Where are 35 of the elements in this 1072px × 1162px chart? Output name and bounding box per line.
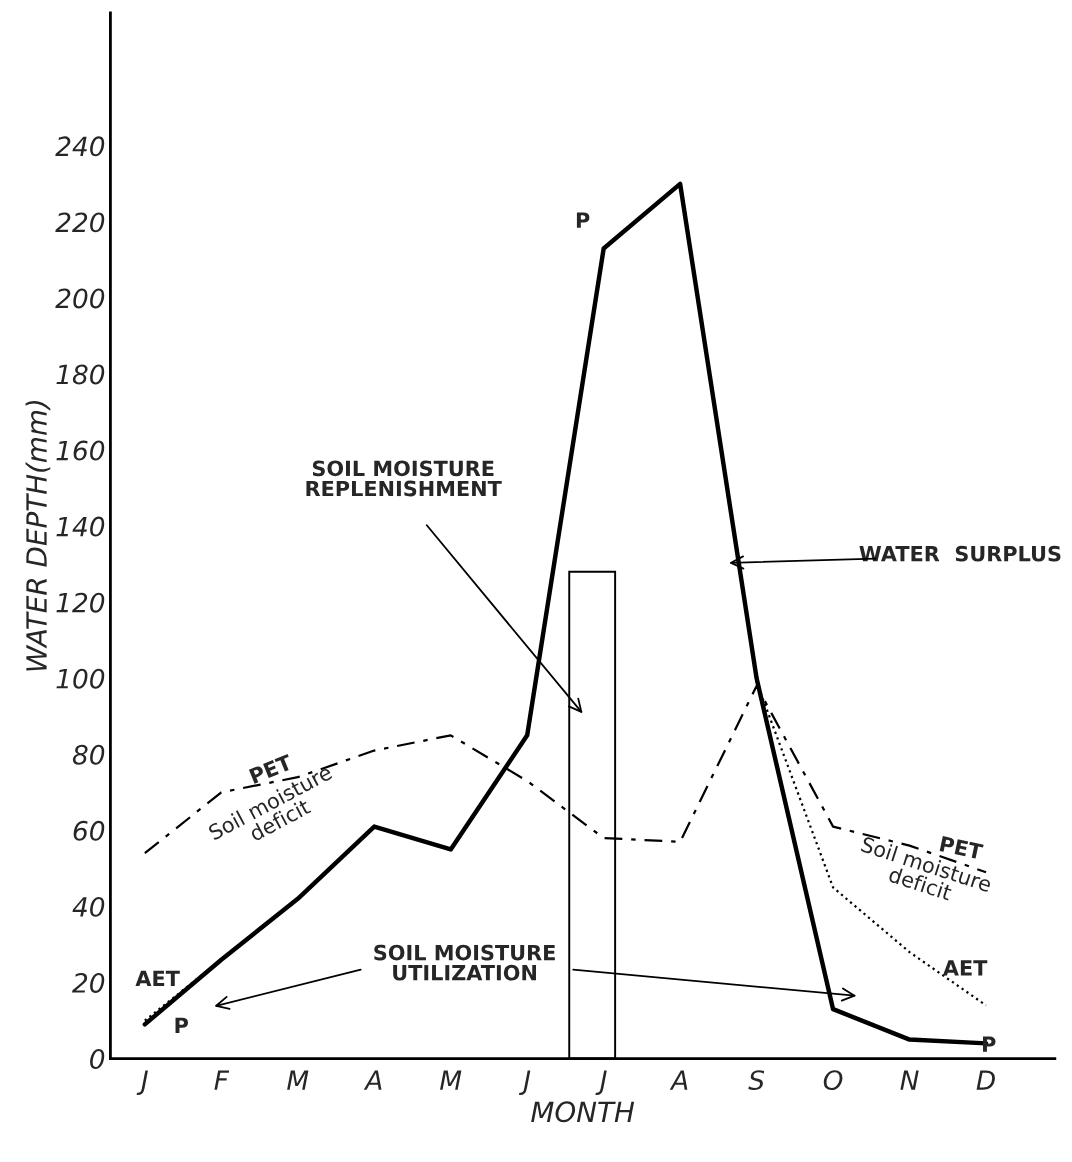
y-tick-label: 100 — [56, 668, 105, 689]
annotation: P — [983, 1036, 996, 1052]
x-tick-label: N — [900, 1070, 919, 1090]
x-tick-label: M — [440, 1070, 462, 1090]
annotation: SOIL MOISTURE UTILIZATION — [374, 944, 555, 981]
x-tick-label: J — [136, 1070, 148, 1096]
y-tick-label: 240 — [55, 136, 105, 157]
y-tick-label: 220 — [55, 212, 105, 233]
x-tick-label: A — [363, 1070, 382, 1090]
annotation: AET — [942, 960, 988, 976]
y-tick-label: 180 — [56, 364, 105, 385]
annotation: P — [576, 212, 590, 228]
x-tick-label: J — [518, 1070, 531, 1096]
x-tick-label: A — [669, 1070, 688, 1090]
y-tick-label: 120 — [56, 592, 105, 613]
y-tick-label: 200 — [55, 288, 105, 309]
annotation: AET — [135, 970, 180, 986]
x-tick-label: M — [287, 1070, 309, 1090]
x-tick-label: D — [976, 1070, 995, 1090]
x-tick-label: J — [595, 1070, 607, 1096]
y-tick-label: 40 — [72, 896, 105, 917]
y-tick-label: 0 — [90, 1049, 105, 1069]
y-tick-label: 60 — [73, 820, 105, 841]
y-tick-label: 140 — [56, 516, 105, 537]
y-tick-label: 80 — [72, 744, 105, 765]
y-tick-label: 160 — [56, 440, 105, 461]
annotation: SOIL MOISTURE REPLENISHMENT — [306, 460, 502, 497]
y-axis-title: WATER DEPTH(mm) — [25, 400, 51, 671]
y-tick-label: 20 — [72, 972, 105, 993]
annotation: P — [175, 1017, 189, 1033]
annotation: WATER SURPLUS — [859, 545, 1061, 562]
x-tick-label: F — [214, 1070, 230, 1090]
x-axis-title: MONTH — [531, 1101, 635, 1123]
x-tick-label: O — [823, 1070, 843, 1091]
x-tick-label: S — [748, 1070, 765, 1091]
